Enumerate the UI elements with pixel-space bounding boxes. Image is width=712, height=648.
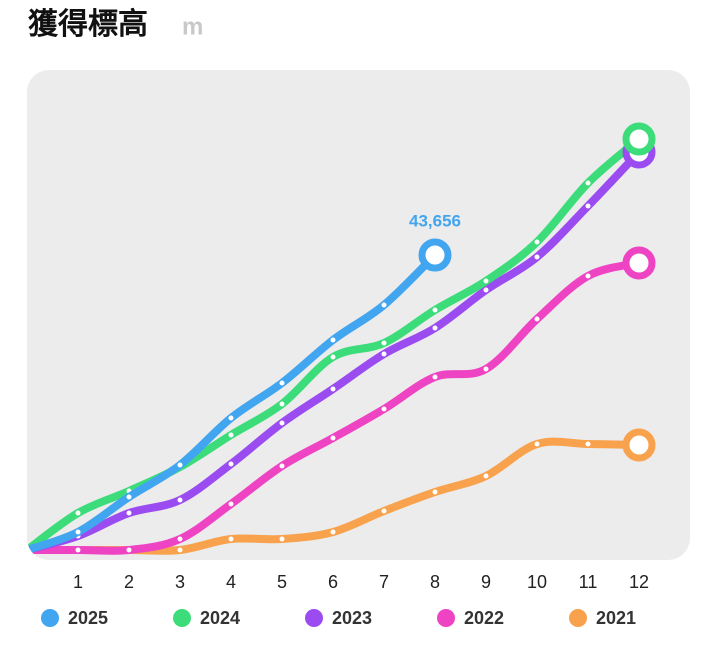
point-marker [278, 379, 286, 387]
legend-label: 2024 [200, 608, 240, 628]
point-marker [380, 405, 388, 413]
data-label: 43,656 [409, 212, 461, 231]
point-marker [431, 324, 439, 332]
point-marker [329, 336, 337, 344]
point-marker [176, 461, 184, 469]
point-marker [533, 253, 541, 261]
point-marker [482, 277, 490, 285]
lines [27, 135, 643, 555]
point-marker [227, 460, 235, 468]
point-marker [329, 528, 337, 536]
x-tick-label: 1 [73, 572, 83, 592]
x-tick-label: 2 [124, 572, 134, 592]
legend-swatch [41, 609, 59, 627]
point-marker [125, 493, 133, 501]
point-marker [329, 353, 337, 361]
x-tick-label: 3 [175, 572, 185, 592]
point-marker [380, 301, 388, 309]
point-marker [584, 202, 592, 210]
x-tick-label: 7 [379, 572, 389, 592]
point-marker [125, 546, 133, 554]
x-tick-label: 11 [579, 572, 598, 592]
point-marker [329, 385, 337, 393]
legend-swatch [569, 609, 587, 627]
x-tick-label: 9 [481, 572, 491, 592]
point-marker [227, 500, 235, 508]
point-marker [227, 414, 235, 422]
point-marker [176, 496, 184, 504]
unit-label: m [182, 13, 203, 40]
x-tick-label: 4 [226, 572, 236, 592]
point-marker [584, 272, 592, 280]
point-marker [533, 440, 541, 448]
point-marker [533, 238, 541, 246]
point-marker [431, 488, 439, 496]
legend-swatch [437, 609, 455, 627]
legend-swatch [305, 609, 323, 627]
point-marker [431, 373, 439, 381]
end-markers [418, 122, 656, 462]
x-tick-label: 10 [527, 572, 547, 592]
point-marker [74, 528, 82, 536]
legend-label: 2023 [332, 608, 372, 628]
point-marker [176, 546, 184, 554]
legend-label: 2022 [464, 608, 504, 628]
point-marker [227, 535, 235, 543]
point-marker [380, 350, 388, 358]
x-tick-label: 12 [629, 572, 649, 592]
point-marker [482, 472, 490, 480]
point-marker [176, 535, 184, 543]
end-marker [622, 122, 656, 156]
point-marker [380, 507, 388, 515]
end-marker [622, 246, 656, 280]
point-marker [125, 509, 133, 517]
x-tick-label: 6 [328, 572, 338, 592]
legend-label: 2025 [68, 608, 108, 628]
point-marker [278, 400, 286, 408]
point-marker [227, 431, 235, 439]
point-marker [584, 179, 592, 187]
point-marker [482, 365, 490, 373]
point-marker [278, 462, 286, 470]
point-marker [329, 434, 337, 442]
point-marker [533, 315, 541, 323]
plot-background [27, 70, 690, 560]
x-tick-label: 5 [277, 572, 287, 592]
point-marker [431, 306, 439, 314]
point-marker [584, 440, 592, 448]
point-marker [74, 509, 82, 517]
legend-label: 2021 [596, 608, 636, 628]
legend-swatch [173, 609, 191, 627]
point-marker [74, 546, 82, 554]
point-marker [482, 286, 490, 294]
end-marker [418, 238, 452, 272]
end-marker [622, 428, 656, 462]
point-marker [278, 419, 286, 427]
chart-title: 獲得標高 [28, 8, 148, 41]
point-marker [278, 535, 286, 543]
x-tick-label: 8 [430, 572, 440, 592]
point-marker [380, 339, 388, 347]
